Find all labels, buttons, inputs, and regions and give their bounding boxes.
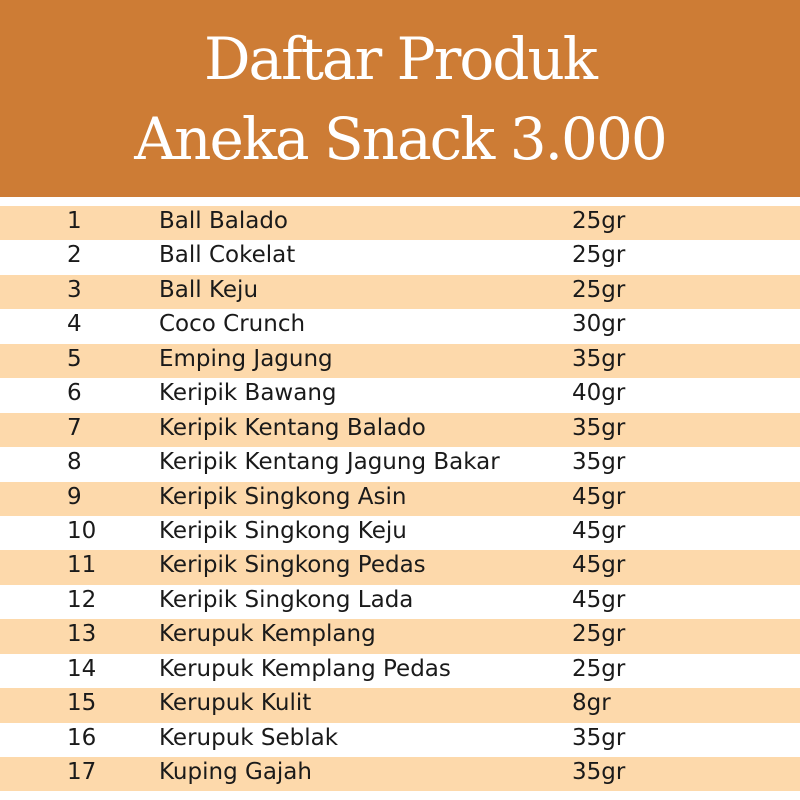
table-row: 12 Keripik Singkong Lada 45gr xyxy=(0,585,800,619)
product-name: Kerupuk Seblak xyxy=(159,724,339,751)
product-number: 1 xyxy=(67,208,82,234)
table-row: 10 Keripik Singkong Keju 45gr xyxy=(0,516,800,550)
table-row: 9 Keripik Singkong Asin 45gr xyxy=(0,481,800,516)
product-name: Kerupuk Kulit xyxy=(159,690,312,717)
product-name: Kerupuk Kemplang Pedas xyxy=(159,655,451,682)
product-name: Keripik Kentang Jagung Bakar xyxy=(159,449,500,476)
product-weight: 35gr xyxy=(572,759,626,785)
product-name: Keripik Singkong Keju xyxy=(159,517,407,544)
table-row: 15 Kerupuk Kulit 8gr xyxy=(0,688,800,723)
product-weight: 8gr xyxy=(572,690,611,717)
product-number: 14 xyxy=(67,655,97,682)
product-number: 8 xyxy=(67,449,82,476)
product-name: Keripik Singkong Asin xyxy=(159,483,407,510)
product-weight: 35gr xyxy=(572,345,626,372)
product-weight: 25gr xyxy=(572,208,626,234)
product-number: 6 xyxy=(67,380,82,407)
product-weight: 35gr xyxy=(572,449,626,476)
product-weight: 45gr xyxy=(572,552,626,579)
table-row: 16 Kerupuk Seblak 35gr xyxy=(0,723,800,757)
table-row: 6 Keripik Bawang 40gr xyxy=(0,378,800,412)
product-name: Ball Keju xyxy=(159,276,259,303)
product-weight: 45gr xyxy=(572,586,626,613)
product-weight: 40gr xyxy=(572,380,626,407)
product-name: Keripik Bawang xyxy=(159,380,337,407)
product-name: Keripik Kentang Balado xyxy=(159,414,426,441)
product-weight: 35gr xyxy=(572,724,626,751)
product-weight: 45gr xyxy=(572,517,626,544)
table-row: 3 Ball Keju 25gr xyxy=(0,274,800,310)
product-name: Coco Crunch xyxy=(159,311,306,338)
title-line-2: Aneka Snack 3.000 xyxy=(134,105,668,173)
table-row: 2 Ball Cokelat 25gr xyxy=(0,240,800,274)
table-row: 14 Kerupuk Kemplang Pedas 25gr xyxy=(0,654,800,688)
product-name: Ball Cokelat xyxy=(159,242,296,269)
product-name: Emping Jagung xyxy=(159,345,333,372)
table-row: 11 Keripik Singkong Pedas 45gr xyxy=(0,550,800,585)
title-line-1: Daftar Produk xyxy=(204,25,598,93)
product-number: 3 xyxy=(67,276,82,303)
table-row: 5 Emping Jagung 35gr xyxy=(0,343,800,379)
product-weight: 45gr xyxy=(572,483,626,510)
product-name: Kuping Gajah xyxy=(159,759,312,785)
table-row: 1 Ball Balado 25gr xyxy=(0,206,800,241)
title-banner: Daftar Produk Aneka Snack 3.000 xyxy=(0,0,800,197)
product-number: 10 xyxy=(67,517,97,544)
product-weight: 30gr xyxy=(572,311,626,338)
product-number: 15 xyxy=(67,690,97,717)
product-number: 2 xyxy=(67,242,82,269)
product-weight: 25gr xyxy=(572,242,626,269)
product-number: 16 xyxy=(67,724,97,751)
product-weight: 25gr xyxy=(572,276,626,303)
product-name: Keripik Singkong Lada xyxy=(159,586,414,613)
product-number: 13 xyxy=(67,621,97,648)
product-number: 17 xyxy=(67,759,97,785)
product-number: 9 xyxy=(67,483,82,510)
table-row: 17 Kuping Gajah 35gr xyxy=(0,757,800,792)
product-number: 12 xyxy=(67,586,97,613)
product-name: Keripik Singkong Pedas xyxy=(159,552,426,579)
table-row: 7 Keripik Kentang Balado 35gr xyxy=(0,412,800,448)
product-number: 11 xyxy=(67,552,97,579)
table-row: 13 Kerupuk Kemplang 25gr xyxy=(0,619,800,654)
product-name: Ball Balado xyxy=(159,208,288,234)
product-weight: 25gr xyxy=(572,621,626,648)
table-row: 8 Keripik Kentang Jagung Bakar 35gr xyxy=(0,447,800,481)
product-table: 1 Ball Balado 25gr 2 Ball Cokelat 25gr 3 Ball K… xyxy=(0,206,800,792)
product-weight: 35gr xyxy=(572,414,626,441)
product-name: Kerupuk Kemplang xyxy=(159,621,376,648)
product-number: 5 xyxy=(67,345,82,372)
product-number: 4 xyxy=(67,311,82,338)
product-weight: 25gr xyxy=(572,655,626,682)
product-number: 7 xyxy=(67,414,82,441)
table-row: 4 Coco Crunch 30gr xyxy=(0,309,800,343)
